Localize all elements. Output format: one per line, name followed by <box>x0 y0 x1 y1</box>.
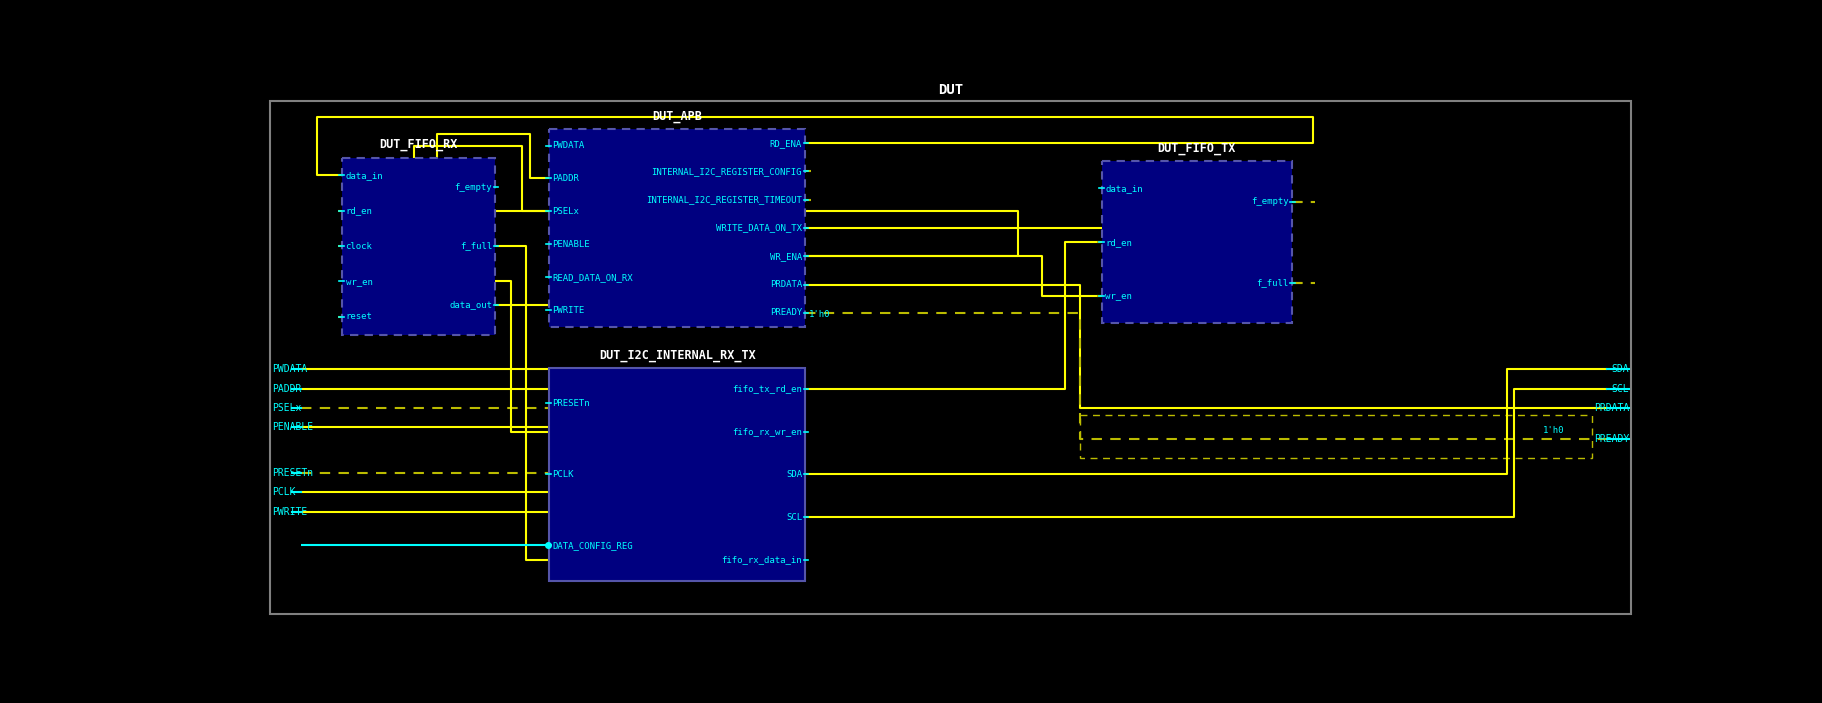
Text: SCL: SCL <box>785 512 802 522</box>
Text: PRDATA: PRDATA <box>1594 403 1629 413</box>
Text: SDA: SDA <box>785 470 802 479</box>
Text: INTERNAL_I2C_REGISTER_CONFIG: INTERNAL_I2C_REGISTER_CONFIG <box>652 167 802 176</box>
Text: DUT: DUT <box>938 83 964 97</box>
Text: DUT_APB: DUT_APB <box>652 110 701 123</box>
Text: PRESETn: PRESETn <box>271 468 313 478</box>
Text: PREADY: PREADY <box>1594 434 1629 444</box>
Text: wr_en: wr_en <box>1106 292 1131 301</box>
Bar <box>1102 162 1292 323</box>
Text: 1'h0: 1'h0 <box>809 310 831 319</box>
Text: PADDR: PADDR <box>271 384 301 394</box>
Text: PENABLE: PENABLE <box>271 422 313 432</box>
Text: 1'h0: 1'h0 <box>1543 426 1565 435</box>
Text: DUT_FIFO_TX: DUT_FIFO_TX <box>1157 142 1235 155</box>
Text: SDA: SDA <box>1611 364 1629 374</box>
Text: PRDATA: PRDATA <box>769 280 802 289</box>
Text: INTERNAL_I2C_REGISTER_TIMEOUT: INTERNAL_I2C_REGISTER_TIMEOUT <box>647 195 802 204</box>
Text: RD_ENA: RD_ENA <box>769 138 802 148</box>
Text: PADDR: PADDR <box>552 174 579 183</box>
Text: PSELx: PSELx <box>552 207 579 216</box>
Bar <box>550 129 805 327</box>
Text: PWDATA: PWDATA <box>271 364 308 374</box>
Text: data_out: data_out <box>448 301 492 309</box>
Text: fifo_tx_rd_en: fifo_tx_rd_en <box>732 385 802 394</box>
Text: PWDATA: PWDATA <box>552 141 585 150</box>
Text: DUT_FIFO_RX: DUT_FIFO_RX <box>379 138 457 151</box>
Text: PREADY: PREADY <box>769 309 802 317</box>
Text: PENABLE: PENABLE <box>552 240 590 249</box>
Text: WRITE_DATA_ON_TX: WRITE_DATA_ON_TX <box>716 224 802 233</box>
Bar <box>343 157 496 335</box>
Text: f_full: f_full <box>1257 278 1288 287</box>
Text: WR_ENA: WR_ENA <box>769 252 802 261</box>
Text: rd_en: rd_en <box>346 206 372 215</box>
Text: f_full: f_full <box>459 242 492 250</box>
Text: PSELx: PSELx <box>271 403 301 413</box>
Text: rd_en: rd_en <box>1106 238 1131 247</box>
Text: data_in: data_in <box>346 171 383 180</box>
Text: wr_en: wr_en <box>346 277 372 286</box>
Text: PRESETn: PRESETn <box>552 399 590 408</box>
Text: DUT_I2C_INTERNAL_RX_TX: DUT_I2C_INTERNAL_RX_TX <box>599 349 756 361</box>
Bar <box>550 368 805 581</box>
Text: PWRITE: PWRITE <box>271 507 308 517</box>
Text: clock: clock <box>346 242 372 250</box>
Text: data_in: data_in <box>1106 183 1142 193</box>
Text: DATA_CONFIG_REG: DATA_CONFIG_REG <box>552 541 632 550</box>
Text: SCL: SCL <box>1611 384 1629 394</box>
Bar <box>1080 415 1592 458</box>
Text: PCLK: PCLK <box>271 487 295 498</box>
Text: READ_DATA_ON_RX: READ_DATA_ON_RX <box>552 273 632 282</box>
Text: f_empty: f_empty <box>1252 198 1288 206</box>
Text: PCLK: PCLK <box>552 470 574 479</box>
Text: fifo_rx_data_in: fifo_rx_data_in <box>722 555 802 565</box>
Text: reset: reset <box>346 312 372 321</box>
Text: f_empty: f_empty <box>454 183 492 191</box>
Text: fifo_rx_wr_en: fifo_rx_wr_en <box>732 427 802 436</box>
Text: PWRITE: PWRITE <box>552 306 585 315</box>
